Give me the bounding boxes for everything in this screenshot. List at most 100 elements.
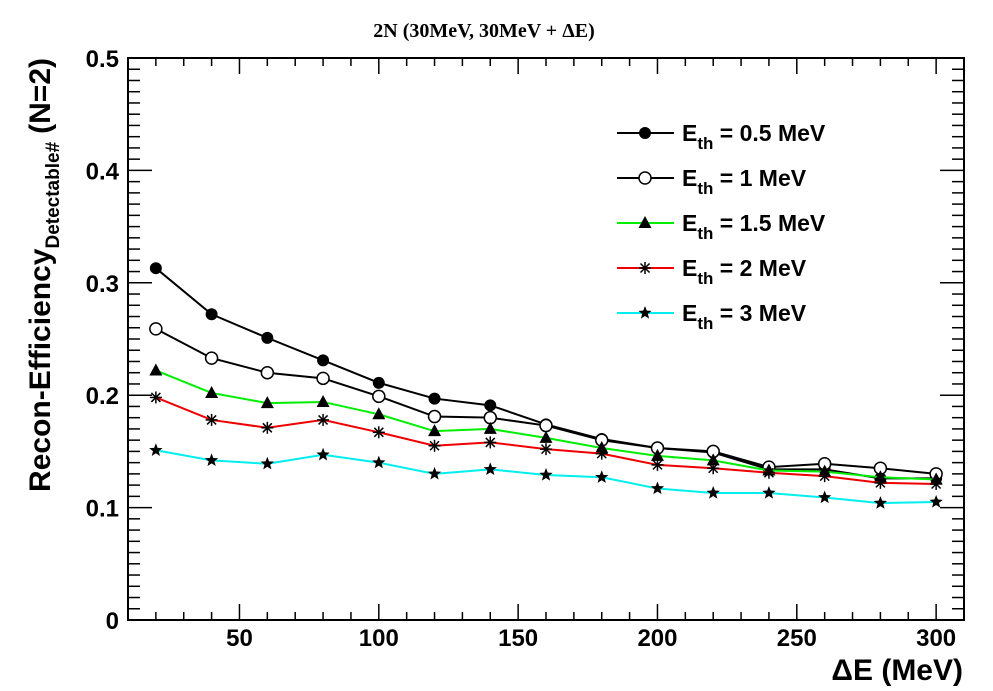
data-point bbox=[595, 470, 609, 483]
legend-label-rest: = 1 MeV bbox=[713, 165, 806, 191]
x-tick-label: 50 bbox=[226, 625, 253, 652]
data-point bbox=[651, 458, 664, 471]
legend-item-0: Eth = 0.5 MeV bbox=[617, 120, 826, 153]
data-point bbox=[149, 443, 163, 456]
legend-item-2: Eth = 1.5 MeV bbox=[617, 210, 826, 243]
data-point bbox=[149, 391, 162, 404]
asterisk-stroke bbox=[485, 437, 496, 448]
legend-item-3: Eth = 2 MeV bbox=[617, 255, 807, 288]
y-tick-label: 0.3 bbox=[86, 271, 119, 298]
legend-label-sub: th bbox=[697, 134, 713, 153]
data-point bbox=[483, 410, 498, 425]
y-axis-title: Recon-EfficiencyDetectable# (N=2) bbox=[24, 58, 64, 492]
legend-marker bbox=[638, 306, 652, 319]
data-point bbox=[706, 485, 720, 499]
asterisk-stroke bbox=[262, 422, 273, 433]
series-4 bbox=[149, 443, 943, 509]
legend-marker bbox=[639, 127, 651, 139]
y-axis-title-subscript: Detectable# bbox=[43, 141, 64, 248]
data-point bbox=[317, 354, 330, 367]
legend-marker bbox=[639, 262, 651, 274]
asterisk-stroke bbox=[708, 463, 719, 474]
data-point bbox=[149, 363, 163, 376]
data-point bbox=[874, 476, 887, 489]
data-point bbox=[260, 456, 274, 470]
legend-label-sub: th bbox=[697, 179, 713, 198]
asterisk-stroke bbox=[429, 440, 440, 451]
data-point bbox=[372, 389, 386, 404]
data-point bbox=[929, 494, 943, 508]
data-point bbox=[204, 351, 219, 365]
data-point bbox=[260, 365, 275, 380]
data-point bbox=[595, 447, 608, 460]
data-point bbox=[930, 477, 943, 490]
data-point bbox=[316, 371, 330, 386]
data-point bbox=[762, 485, 776, 499]
legend-label: Eth = 0.5 MeV bbox=[682, 120, 826, 153]
y-tick-label: 0.5 bbox=[86, 46, 119, 73]
data-point bbox=[483, 462, 497, 476]
legend-label-sub: th bbox=[697, 314, 713, 333]
series-layer bbox=[149, 262, 943, 509]
data-point bbox=[540, 443, 552, 456]
x-tick-label: 200 bbox=[637, 625, 677, 652]
data-point bbox=[372, 455, 386, 469]
legend-item-4: Eth = 3 MeV bbox=[617, 300, 807, 333]
data-point bbox=[428, 392, 441, 405]
legend-label: Eth = 2 MeV bbox=[682, 255, 807, 288]
asterisk-stroke bbox=[206, 414, 217, 425]
legend-label-sub: th bbox=[697, 269, 713, 288]
legend-marker bbox=[638, 171, 652, 185]
data-point bbox=[372, 376, 385, 389]
data-point bbox=[205, 413, 218, 426]
x-tick-label: 250 bbox=[777, 625, 817, 652]
legend-label-rest: = 1.5 MeV bbox=[713, 210, 826, 236]
data-point bbox=[483, 421, 497, 434]
asterisk-stroke bbox=[318, 414, 329, 425]
data-point bbox=[261, 421, 274, 434]
data-point bbox=[427, 409, 442, 424]
data-point bbox=[372, 426, 385, 439]
data-point bbox=[149, 322, 163, 336]
x-axis: 50 100 150 200 250 300 bbox=[127, 58, 965, 652]
legend-label-main: E bbox=[682, 210, 697, 236]
data-point bbox=[316, 447, 330, 461]
legend-label-main: E bbox=[682, 165, 697, 191]
x-tick-label: 100 bbox=[359, 625, 399, 652]
data-point bbox=[818, 490, 832, 504]
asterisk-stroke bbox=[540, 444, 552, 455]
legend-marker bbox=[638, 216, 652, 228]
plot-frame bbox=[127, 57, 965, 621]
y-axis-title-main: Recon-Efficiency bbox=[24, 248, 57, 492]
data-point bbox=[762, 466, 775, 479]
asterisk-stroke bbox=[373, 427, 384, 438]
data-point bbox=[428, 424, 442, 437]
legend-label-main: E bbox=[682, 255, 697, 281]
data-point bbox=[539, 430, 553, 443]
data-point bbox=[650, 448, 664, 461]
asterisk-stroke bbox=[639, 262, 651, 274]
data-point bbox=[317, 413, 330, 426]
chart-title: 2N (30MeV, 30MeV + ΔE) bbox=[373, 20, 595, 42]
y-tick-label: 0.4 bbox=[86, 158, 120, 185]
data-point bbox=[428, 439, 441, 452]
data-point bbox=[372, 407, 386, 420]
legend-item-1: Eth = 1 MeV bbox=[617, 165, 807, 198]
data-point bbox=[539, 418, 553, 433]
data-point bbox=[484, 436, 497, 449]
data-point bbox=[316, 394, 330, 407]
y-tick-label: 0 bbox=[106, 608, 119, 635]
data-point bbox=[204, 453, 219, 467]
data-point bbox=[261, 331, 274, 344]
asterisk-stroke bbox=[819, 471, 830, 482]
legend-label: Eth = 1 MeV bbox=[682, 165, 807, 198]
data-point bbox=[260, 396, 274, 409]
legend-label-rest: = 0.5 MeV bbox=[713, 120, 826, 146]
data-point bbox=[149, 262, 162, 275]
data-point bbox=[539, 468, 553, 481]
x-tick-label: 150 bbox=[498, 625, 538, 652]
legend-label-main: E bbox=[682, 120, 697, 146]
y-tick-label: 0.1 bbox=[86, 496, 119, 523]
asterisk-stroke bbox=[150, 392, 161, 403]
legend-label-rest: = 2 MeV bbox=[713, 255, 806, 281]
